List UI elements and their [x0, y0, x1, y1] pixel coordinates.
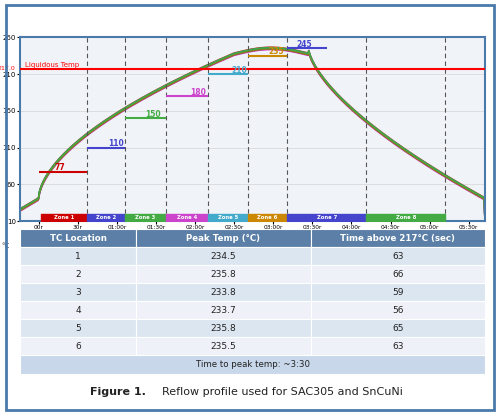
Text: Liquidous Temp: Liquidous Temp: [24, 62, 79, 68]
FancyBboxPatch shape: [310, 337, 485, 356]
FancyBboxPatch shape: [136, 301, 310, 320]
Text: 77: 77: [55, 164, 66, 172]
FancyBboxPatch shape: [136, 265, 310, 283]
Text: 63: 63: [392, 342, 404, 351]
Text: Reflow profile used for SAC305 and SnCuNi: Reflow profile used for SAC305 and SnCuN…: [155, 387, 403, 397]
FancyBboxPatch shape: [136, 320, 310, 337]
FancyBboxPatch shape: [310, 229, 485, 247]
Text: 233.8: 233.8: [210, 288, 236, 297]
Text: 6: 6: [75, 342, 81, 351]
Text: 56: 56: [392, 306, 404, 315]
Text: 235: 235: [269, 47, 284, 56]
Text: 234.5: 234.5: [210, 252, 236, 261]
Text: Time to peak temp: ~3:30: Time to peak temp: ~3:30: [196, 360, 310, 369]
FancyBboxPatch shape: [310, 320, 485, 337]
Text: Figure 1.: Figure 1.: [90, 387, 146, 397]
FancyBboxPatch shape: [310, 301, 485, 320]
FancyBboxPatch shape: [20, 229, 136, 247]
Text: 180: 180: [190, 88, 206, 97]
FancyBboxPatch shape: [20, 356, 485, 374]
Text: 1: 1: [75, 252, 81, 261]
Text: 66: 66: [392, 270, 404, 279]
FancyBboxPatch shape: [310, 283, 485, 301]
Text: 210: 210: [232, 66, 248, 75]
FancyBboxPatch shape: [20, 337, 136, 356]
FancyBboxPatch shape: [310, 265, 485, 283]
Text: 217.0: 217.0: [0, 66, 16, 71]
Text: 235.8: 235.8: [210, 324, 236, 333]
Text: °C: °C: [2, 243, 10, 249]
Text: Zone 5: Zone 5: [218, 215, 238, 220]
FancyBboxPatch shape: [136, 283, 310, 301]
Text: 4: 4: [76, 306, 81, 315]
FancyBboxPatch shape: [136, 337, 310, 356]
Text: 3: 3: [75, 288, 81, 297]
Text: Zone 6: Zone 6: [258, 215, 278, 220]
FancyBboxPatch shape: [136, 247, 310, 265]
Text: Zone 4: Zone 4: [178, 215, 198, 220]
FancyBboxPatch shape: [20, 301, 136, 320]
Text: 2: 2: [76, 270, 81, 279]
FancyBboxPatch shape: [20, 265, 136, 283]
Text: TC Location: TC Location: [50, 234, 106, 243]
Text: Zone 2: Zone 2: [96, 215, 116, 220]
Text: 235.8: 235.8: [210, 270, 236, 279]
Text: 233.7: 233.7: [210, 306, 236, 315]
Text: Zone 3: Zone 3: [136, 215, 156, 220]
Text: 150: 150: [146, 110, 161, 119]
FancyBboxPatch shape: [20, 320, 136, 337]
Text: 5: 5: [75, 324, 81, 333]
Text: 65: 65: [392, 324, 404, 333]
FancyBboxPatch shape: [310, 247, 485, 265]
Text: 245: 245: [296, 40, 312, 49]
Text: Zone 1: Zone 1: [54, 215, 74, 220]
Text: Time above 217°C (sec): Time above 217°C (sec): [340, 234, 455, 243]
Text: 235.5: 235.5: [210, 342, 236, 351]
Text: Peak Temp (°C): Peak Temp (°C): [186, 234, 260, 243]
Text: 63: 63: [392, 252, 404, 261]
Text: 110: 110: [108, 139, 124, 148]
Text: 59: 59: [392, 288, 404, 297]
FancyBboxPatch shape: [20, 247, 136, 265]
Text: Zone 7: Zone 7: [317, 215, 337, 220]
FancyBboxPatch shape: [20, 283, 136, 301]
Text: Zone 8: Zone 8: [396, 215, 416, 220]
FancyBboxPatch shape: [136, 229, 310, 247]
